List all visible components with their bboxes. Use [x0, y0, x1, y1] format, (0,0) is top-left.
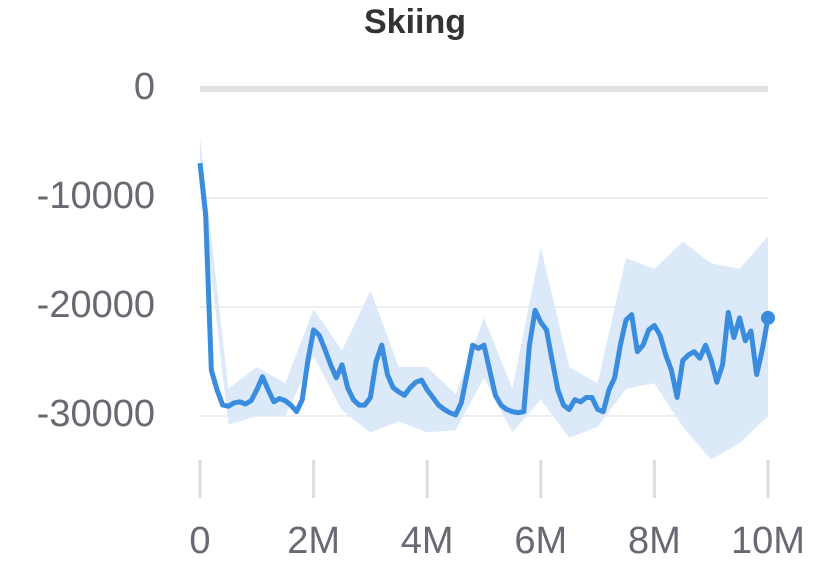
x-tick-label: 0 [189, 520, 210, 562]
y-tick-label: -20000 [37, 284, 155, 326]
x-tick-label: 4M [401, 520, 454, 562]
x-tick-label: 8M [628, 520, 681, 562]
end-point [761, 310, 775, 325]
line [197, 162, 771, 418]
y-tick-label: 0 [134, 66, 155, 108]
x-tick-label: 10M [731, 520, 805, 562]
x-tick-label: 6M [514, 520, 567, 562]
y-tick-label: -10000 [37, 175, 155, 217]
y-tick-label: -30000 [37, 393, 155, 435]
chart-title: Skiing [364, 3, 466, 41]
range-band [200, 138, 768, 460]
x-tick-label: 2M [287, 520, 340, 562]
